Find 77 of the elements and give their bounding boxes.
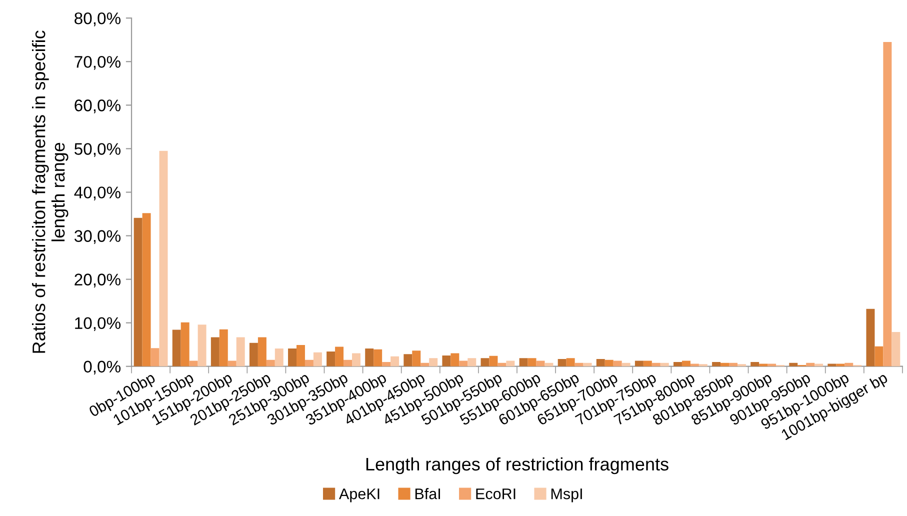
bar: [134, 218, 142, 366]
bar: [210, 337, 220, 366]
bar: [198, 324, 206, 366]
legend-label: BfaI: [415, 488, 440, 500]
bar: [468, 358, 476, 366]
bar: [750, 362, 760, 366]
bar: [566, 358, 575, 366]
bar: [288, 348, 296, 366]
bar: [690, 364, 699, 366]
bar: [892, 332, 900, 366]
bar: [828, 364, 836, 366]
bar: [506, 360, 515, 366]
bar: [883, 42, 892, 366]
bar: [536, 360, 545, 366]
bar: [814, 364, 824, 366]
bar: [266, 360, 275, 366]
bar: [480, 358, 490, 366]
bar: [489, 356, 498, 366]
bar: [365, 348, 374, 366]
bar: [236, 337, 245, 366]
bar: [643, 360, 652, 366]
legend-label: ApeKI: [339, 488, 380, 502]
bar: [180, 322, 190, 366]
bar: [682, 360, 690, 366]
bar: [326, 352, 336, 366]
bar: [429, 358, 438, 366]
bar: [142, 213, 151, 366]
y-tick-label: 70,0%: [74, 56, 121, 70]
bar: [219, 329, 228, 366]
bar: [759, 364, 768, 366]
bar: [374, 349, 382, 366]
bar: [673, 362, 682, 366]
bar: [249, 342, 258, 366]
bar: [450, 353, 460, 366]
y-tick-label: 20,0%: [74, 274, 121, 288]
bar: [304, 360, 314, 366]
bar: [604, 360, 614, 366]
bar: [274, 348, 284, 366]
x-axis-title: Length ranges of restriction fragments: [366, 457, 668, 474]
y-tick-label: 60,0%: [74, 100, 121, 114]
bar: [352, 353, 360, 366]
bar: [874, 346, 884, 366]
bar: [866, 308, 875, 366]
y-axis-title: Ratios of restriciton fragments in specific length range: [32, 30, 68, 353]
bar: [150, 348, 160, 366]
bar: [172, 330, 181, 366]
bar: [768, 364, 776, 366]
y-tick-label: 0,0%: [84, 360, 121, 375]
bar: [335, 346, 344, 366]
bar: [390, 356, 400, 366]
y-tick-label: 10,0%: [75, 317, 121, 331]
bar: [382, 362, 391, 366]
bar: [712, 362, 721, 366]
bar: [613, 360, 622, 366]
bar: [596, 358, 605, 366]
bar: [558, 358, 566, 366]
bar: [459, 360, 468, 366]
bar: [228, 360, 236, 366]
bar: [296, 345, 305, 366]
bar: [836, 364, 845, 366]
bar: [159, 150, 168, 366]
bar: [412, 350, 421, 366]
bar: [634, 360, 644, 366]
bar: [528, 358, 536, 366]
y-tick-label: 40,0%: [74, 186, 121, 200]
y-tick-label: 30,0%: [74, 230, 121, 244]
bar: [442, 355, 451, 366]
bar: [404, 354, 412, 366]
bar: [519, 358, 528, 366]
bar: [313, 352, 322, 366]
legend-label: EcoRI: [476, 488, 516, 500]
bar: [344, 360, 352, 366]
bar: [189, 360, 198, 366]
bar: [258, 337, 266, 366]
y-tick-label: 80,0%: [74, 12, 121, 26]
y-tick-label: 50,0%: [74, 143, 121, 157]
legend-label: MspI: [551, 488, 582, 502]
